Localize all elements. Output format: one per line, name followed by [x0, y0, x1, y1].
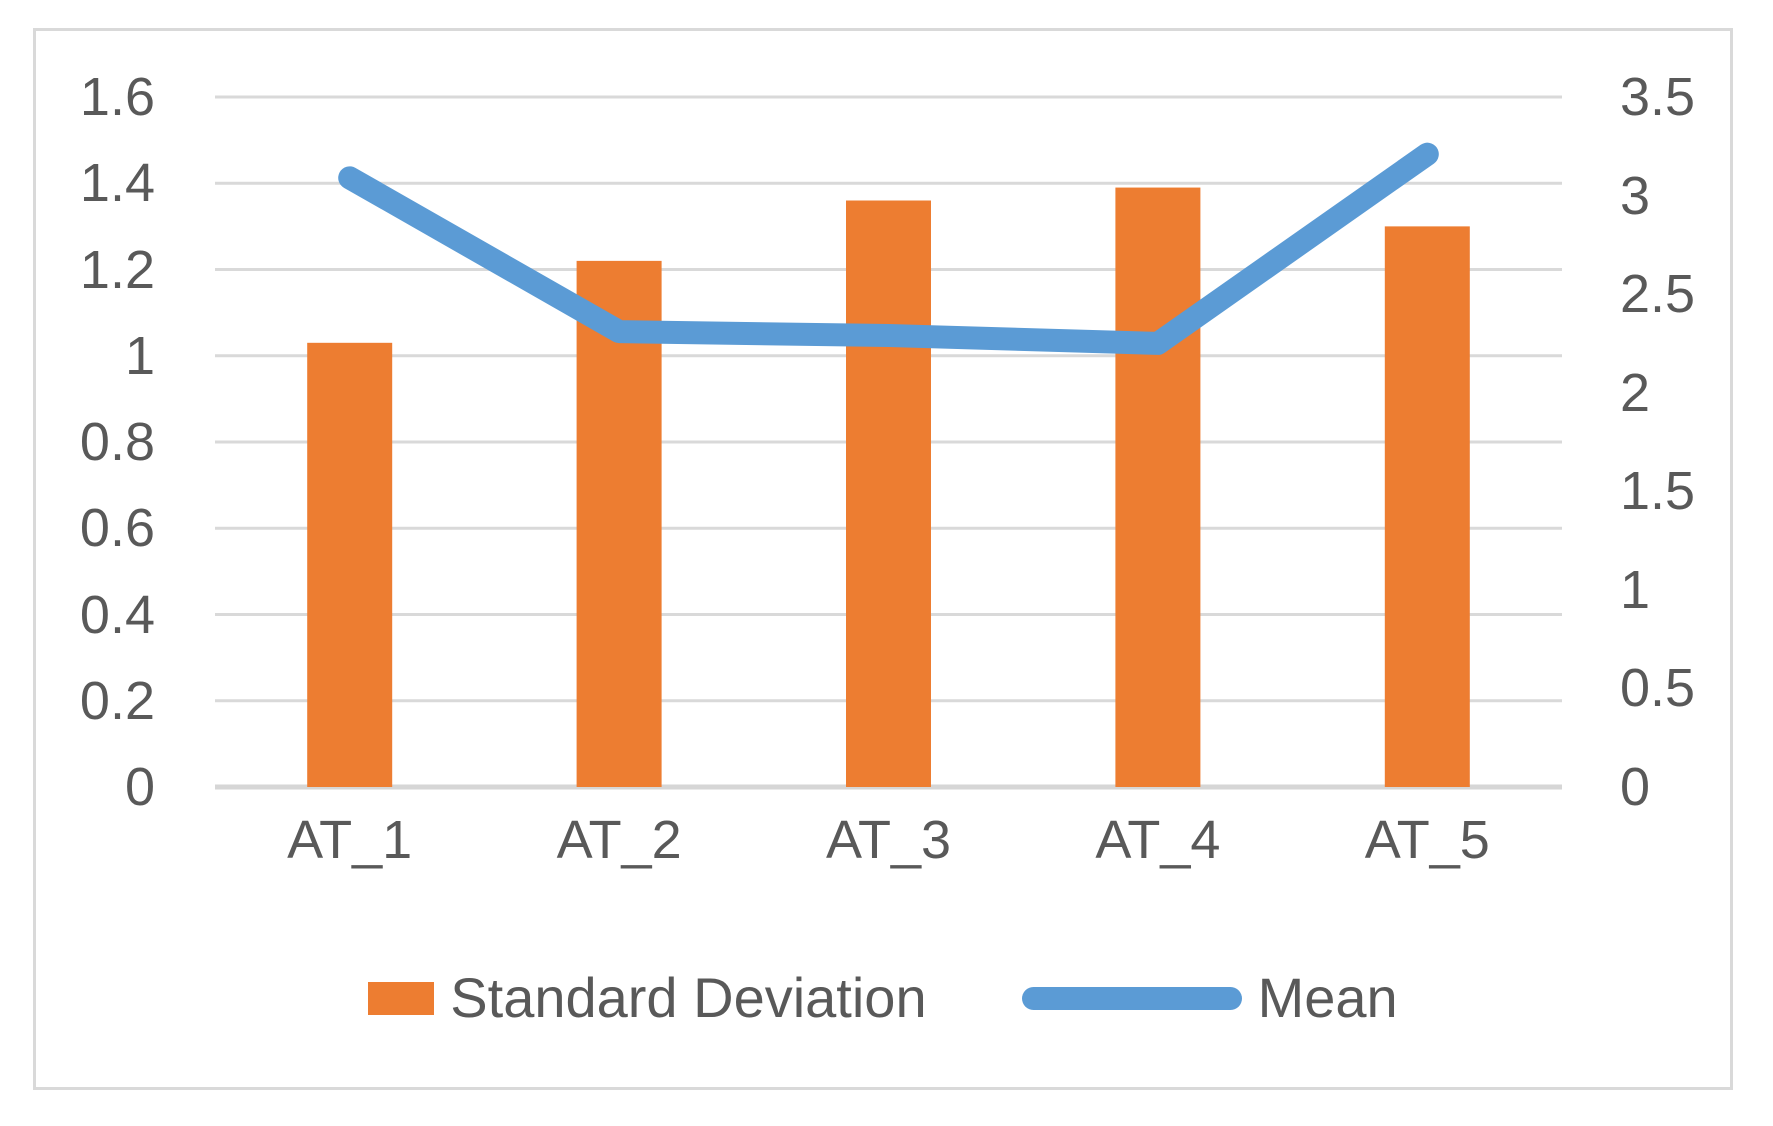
right-axis-tick-label: 2 — [1620, 362, 1651, 423]
right-axis-tick-label: 3 — [1620, 165, 1651, 226]
legend-swatch-bar-icon — [368, 981, 435, 1015]
legend-label: Mean — [1257, 966, 1398, 1029]
legend-swatch-line-icon — [1021, 986, 1242, 1010]
right-axis-tick-label: 3.5 — [1620, 67, 1696, 127]
legend: Standard Deviation Mean — [33, 963, 1733, 1033]
bar-series — [307, 187, 1470, 787]
left-axis-tick-label: 0.8 — [79, 412, 155, 472]
category-label-AT_1: AT_1 — [287, 810, 413, 870]
line-series — [338, 142, 1439, 355]
left-axis-tick-label: 0.4 — [79, 584, 155, 645]
category-label-AT_4: AT_4 — [1095, 810, 1221, 870]
category-label-AT_5: AT_5 — [1364, 810, 1490, 870]
bar-AT_3 — [846, 200, 931, 787]
left-axis-tick-label: 1.2 — [79, 239, 155, 300]
bar-AT_5 — [1384, 226, 1470, 787]
legend-label: Standard Deviation — [450, 966, 927, 1029]
bar-AT_1 — [307, 342, 393, 787]
right-axis-tick-label: 0.5 — [1620, 658, 1696, 719]
right-axis-tick-label: 2.5 — [1620, 264, 1696, 325]
right-axis-tick-label: 1.5 — [1620, 461, 1696, 522]
bar-AT_2 — [576, 260, 662, 787]
left-axis-tick-label: 0.6 — [79, 498, 155, 559]
left-axis-tick-label: 1 — [124, 325, 155, 386]
category-label-AT_3: AT_3 — [825, 810, 952, 870]
legend-item-standard-deviation: Standard Deviation — [368, 966, 927, 1029]
legend-item-mean: Mean — [1021, 966, 1398, 1029]
right-axis-tick-label: 1 — [1620, 559, 1651, 620]
mean-line — [338, 142, 1439, 355]
left-axis-tick-label: 0.2 — [79, 670, 155, 731]
category-label-AT_2: AT_2 — [556, 810, 682, 870]
bar-AT_4 — [1115, 187, 1201, 787]
left-axis-tick-label: 1.6 — [79, 67, 155, 127]
left-axis-tick-label: 1.4 — [79, 153, 155, 214]
right-axis-tick-label: 0 — [1620, 757, 1651, 817]
left-axis-tick-label: 0 — [124, 757, 155, 817]
